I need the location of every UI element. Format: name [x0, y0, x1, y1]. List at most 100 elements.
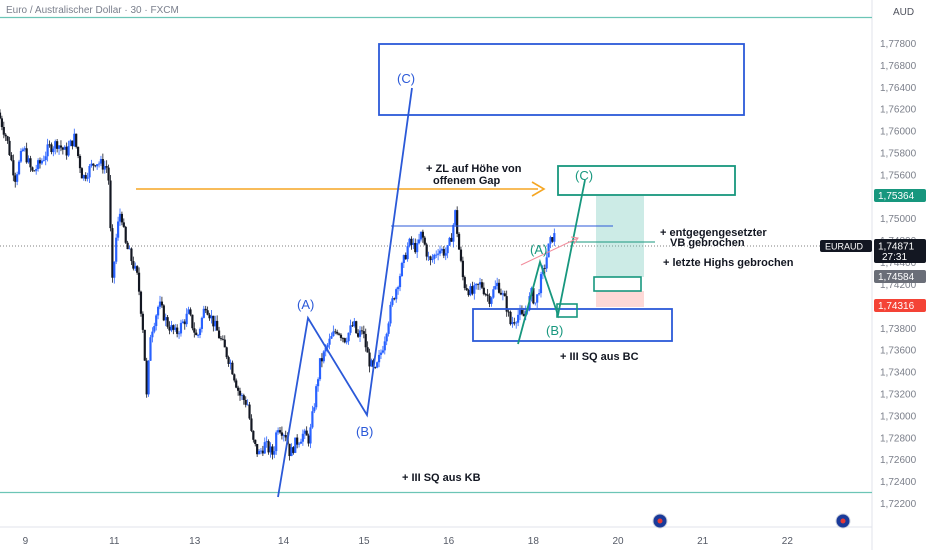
candle-body	[332, 331, 335, 337]
candle-body	[452, 224, 455, 242]
candle-body	[457, 233, 461, 250]
candle-body	[197, 334, 200, 336]
candle-body	[63, 146, 66, 150]
blue-abc-wave[interactable]	[277, 87, 413, 498]
candle-body	[360, 330, 364, 332]
candle-body	[29, 158, 32, 168]
candle-body	[38, 160, 42, 164]
price-tag-entry: 1,74584	[874, 270, 926, 283]
candle-body	[282, 435, 285, 436]
candle-body	[442, 249, 445, 256]
long-position-stop-zone[interactable]	[596, 291, 644, 307]
small-pink-arrow	[520, 237, 579, 266]
price-tag-target-bg	[874, 189, 926, 202]
candle-body	[97, 163, 101, 165]
candle-body	[397, 287, 400, 290]
y-tick-label: 1,76000	[880, 127, 917, 138]
candle-body	[296, 437, 299, 445]
candle-body	[543, 268, 546, 269]
candle-body	[195, 332, 198, 336]
candle-body	[406, 246, 409, 260]
candle-body	[27, 158, 30, 163]
green-target-zone-box[interactable]	[557, 165, 736, 196]
candle-body	[337, 333, 341, 335]
candles	[0, 109, 556, 461]
australia-flag-icon-dot	[657, 518, 663, 524]
candle-body	[229, 362, 232, 364]
candle-body	[477, 283, 480, 285]
note-highs: + letzte Highs gebrochen	[663, 257, 794, 269]
candle-body	[269, 446, 272, 453]
candle-body	[280, 432, 284, 436]
candle-body	[132, 261, 135, 269]
label-b-green: (B)	[546, 323, 563, 338]
candle-body	[172, 325, 175, 330]
australia-flag-icon-2-dot	[840, 518, 846, 524]
candle-body	[271, 446, 274, 455]
candle-body	[105, 166, 108, 168]
candle-body	[59, 145, 63, 148]
candle-body	[240, 395, 244, 397]
y-tick-label: 1,75600	[880, 170, 917, 181]
candle-body	[334, 331, 337, 333]
candle-body	[284, 435, 287, 438]
candle-body	[267, 441, 270, 453]
y-tick-label: 1,72800	[880, 433, 917, 444]
candle-body	[252, 430, 255, 440]
x-tick-label: 21	[697, 536, 709, 547]
price-tag-target-text: 1,75364	[878, 191, 915, 202]
candle-body	[515, 322, 518, 324]
note-gap-line1: + ZL auf Höhe von	[426, 163, 522, 175]
candle-body	[86, 177, 89, 179]
candle-body	[189, 309, 192, 315]
candle-body	[257, 450, 261, 455]
candle-body	[235, 380, 238, 388]
x-tick-label: 11	[109, 536, 120, 547]
candle-body	[120, 213, 124, 223]
candle-body	[17, 161, 21, 175]
upper-target-zone-box[interactable]	[378, 43, 745, 116]
label-c-upper: (C)	[397, 71, 415, 86]
candle-body	[290, 447, 293, 457]
green-abc-wave[interactable]	[517, 179, 586, 345]
candle-body	[92, 163, 95, 166]
y-tick-label: 1,73000	[880, 411, 917, 422]
candle-body	[446, 245, 449, 254]
candle-body	[122, 222, 125, 227]
candle-body	[345, 341, 348, 343]
candle-body	[328, 338, 331, 345]
candle-body	[385, 333, 388, 342]
current-price-bg	[874, 239, 926, 263]
y-tick-label: 1,77800	[880, 39, 917, 50]
candle-body	[494, 286, 497, 290]
candle-body	[467, 290, 470, 296]
candle-body	[99, 159, 103, 164]
candle-body	[103, 166, 106, 170]
candle-body	[149, 337, 152, 361]
candle-body	[383, 341, 386, 351]
y-tick-label: 1,76200	[880, 105, 917, 116]
y-tick-label: 1,73200	[880, 389, 917, 400]
candle-body	[151, 331, 154, 338]
candle-body	[499, 292, 503, 295]
australia-flag-icon-2[interactable]	[835, 513, 851, 529]
lower-support-zone-box[interactable]	[472, 308, 673, 342]
candle-body	[4, 134, 7, 137]
candle-body	[387, 323, 390, 334]
entry-box[interactable]	[593, 276, 642, 292]
long-position-target-zone[interactable]	[596, 196, 644, 277]
candle-body	[488, 295, 491, 304]
candle-body	[50, 144, 53, 153]
candle-body	[294, 437, 297, 453]
candle-body	[177, 333, 181, 335]
candle-body	[511, 322, 514, 325]
candle-body	[107, 167, 110, 181]
candle-body	[536, 294, 539, 303]
candle-body	[94, 165, 97, 167]
australia-flag-icon[interactable]	[652, 513, 668, 529]
y-tick-label: 1,72600	[880, 455, 917, 466]
y-tick-label: 1,73800	[880, 324, 917, 335]
candle-body	[65, 146, 68, 156]
candle-body	[21, 149, 24, 152]
